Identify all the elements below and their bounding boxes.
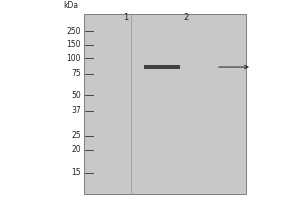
- Text: 2: 2: [183, 13, 189, 22]
- Text: 250: 250: [67, 27, 81, 36]
- Text: 50: 50: [71, 91, 81, 100]
- Bar: [84, 14, 246, 194]
- Text: 75: 75: [71, 69, 81, 78]
- Text: 1: 1: [123, 13, 129, 22]
- Text: 37: 37: [71, 106, 81, 115]
- Text: 100: 100: [67, 54, 81, 63]
- Text: 150: 150: [67, 40, 81, 49]
- Text: 15: 15: [71, 168, 81, 177]
- Bar: [144, 65, 180, 69]
- Text: 25: 25: [71, 131, 81, 140]
- Text: kDa: kDa: [63, 1, 78, 10]
- Text: 20: 20: [71, 145, 81, 154]
